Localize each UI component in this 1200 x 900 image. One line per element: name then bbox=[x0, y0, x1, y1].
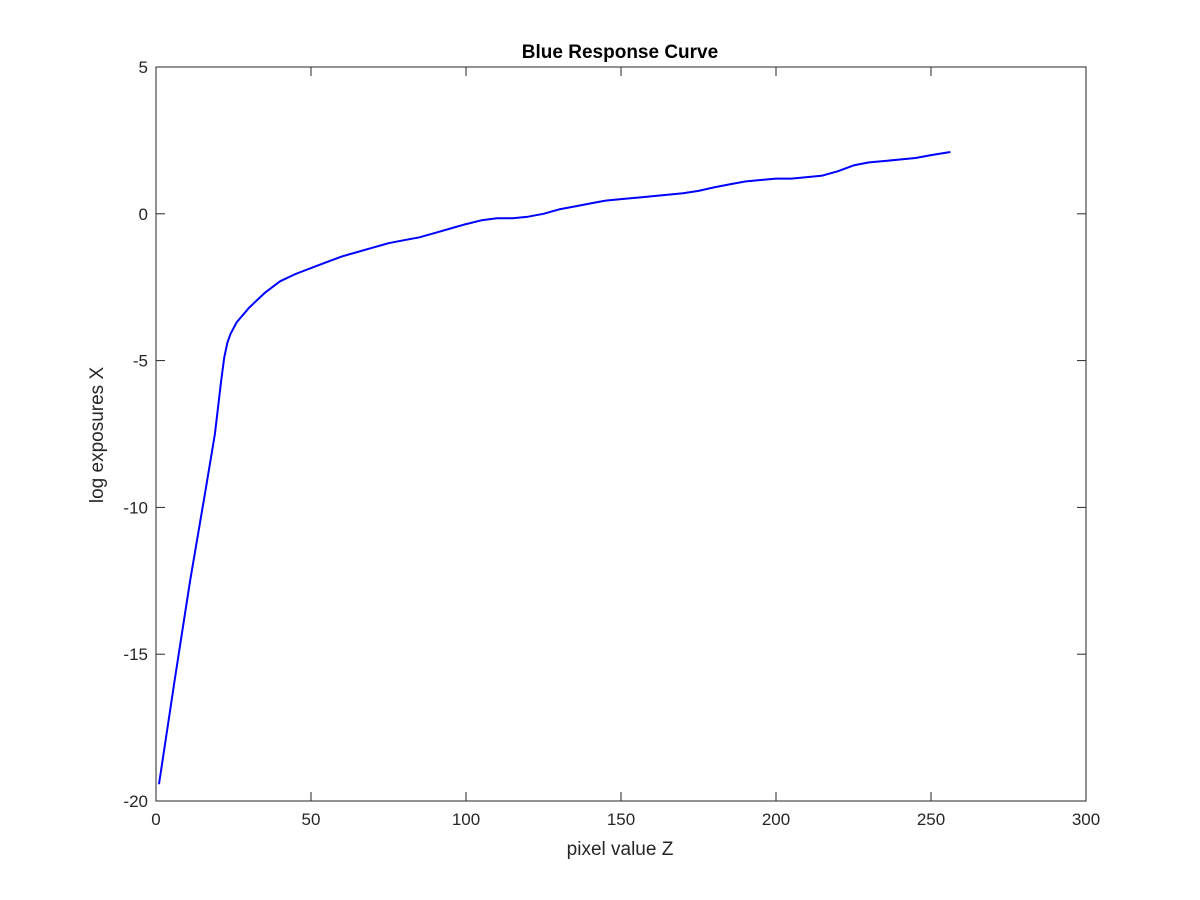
x-tick-label: 300 bbox=[1072, 810, 1100, 829]
y-tick-label: 0 bbox=[139, 205, 148, 224]
x-tick-label: 200 bbox=[762, 810, 790, 829]
y-tick-label: -5 bbox=[133, 352, 148, 371]
y-axis-label: log exposures X bbox=[87, 367, 108, 504]
y-tick-label: 5 bbox=[139, 58, 148, 77]
y-tick-label: -15 bbox=[123, 645, 148, 664]
x-tick-label: 0 bbox=[151, 810, 160, 829]
series-line-0 bbox=[158, 151, 951, 785]
x-axis-label: pixel value Z bbox=[567, 839, 674, 860]
chart-title: Blue Response Curve bbox=[522, 42, 718, 63]
x-tick-label: 100 bbox=[452, 810, 480, 829]
y-tick-label: -20 bbox=[123, 792, 148, 811]
x-tick-label: 250 bbox=[917, 810, 945, 829]
x-tick-label: 150 bbox=[607, 810, 635, 829]
x-tick-label: 50 bbox=[302, 810, 321, 829]
y-tick-label: -10 bbox=[123, 498, 148, 517]
